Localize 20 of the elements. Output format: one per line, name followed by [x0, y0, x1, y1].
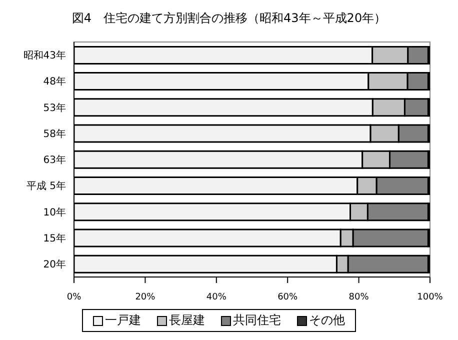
y-tick-label: 63年 [43, 154, 66, 166]
legend-label: 長屋建 [168, 312, 205, 329]
y-tick-label: 昭和43年 [23, 50, 66, 62]
x-tick-label: 0% [66, 292, 82, 302]
y-tick-label: 48年 [43, 76, 66, 88]
y-tick-label: 15年 [43, 232, 66, 244]
x-tick-label: 20% [135, 292, 156, 302]
y-tick-label: 10年 [43, 206, 66, 218]
y-tick-label: 平成 5年 [26, 180, 66, 192]
y-tick-label: 58年 [43, 128, 66, 140]
x-tick-label: 40% [206, 292, 227, 302]
y-tick-label: 20年 [43, 258, 66, 270]
legend-label: 一戸建 [104, 312, 141, 329]
legend-label: 共同住宅 [232, 312, 281, 329]
y-tick-label: 53年 [43, 102, 66, 114]
chart-title: 図4 住宅の建て方別割合の推移（昭和43年～平成20年） [70, 10, 388, 27]
x-tick-label: 100% [417, 292, 444, 302]
x-tick-label: 80% [348, 292, 370, 302]
x-tick-label: 60% [278, 292, 298, 302]
legend-label: その他 [308, 312, 345, 329]
